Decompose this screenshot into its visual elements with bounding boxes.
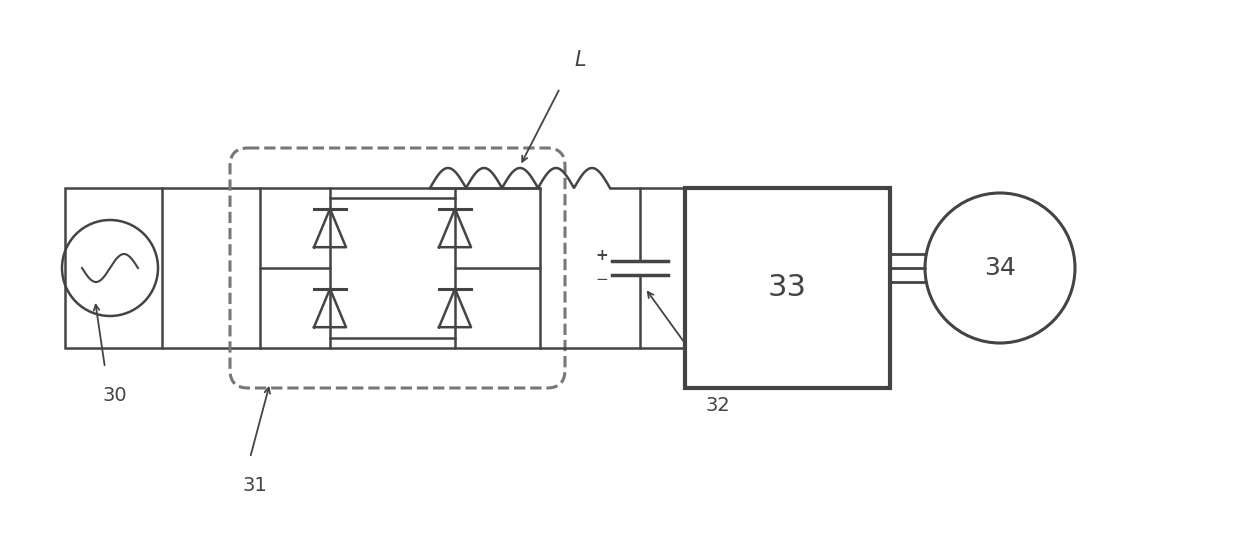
Text: L: L: [574, 50, 585, 70]
Text: +: +: [595, 249, 609, 264]
Text: 34: 34: [985, 256, 1016, 280]
Text: −: −: [595, 272, 609, 287]
Bar: [64, 188, 162, 348]
Bar: [684, 188, 890, 388]
Text: 32: 32: [706, 396, 730, 415]
Text: 33: 33: [768, 273, 807, 302]
Text: 30: 30: [103, 386, 128, 405]
Text: 31: 31: [243, 476, 268, 495]
